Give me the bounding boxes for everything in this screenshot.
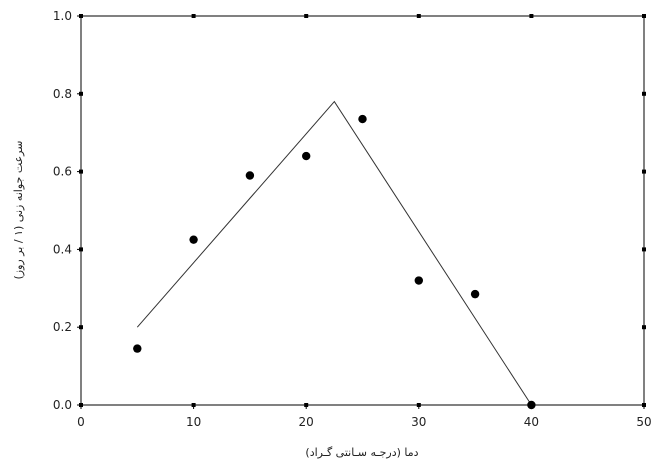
x-axis-title: دما (درجـه سـانتی گـراد) bbox=[305, 446, 418, 459]
y-tick-mark bbox=[79, 403, 83, 407]
y-tick-label: 0.8 bbox=[53, 87, 72, 101]
y-tick-mark bbox=[79, 14, 83, 18]
data-point bbox=[133, 344, 142, 353]
x-tick-mark bbox=[191, 403, 196, 407]
y-tick-mark bbox=[79, 91, 83, 96]
x-tick-mark bbox=[304, 403, 309, 407]
x-tick-label: 40 bbox=[524, 415, 539, 429]
fit-line bbox=[136, 100, 532, 406]
y-tick-label: 0.0 bbox=[53, 398, 72, 412]
x-tick-label: 20 bbox=[299, 415, 314, 429]
data-point bbox=[245, 171, 255, 180]
y-tick-mark-right bbox=[642, 14, 646, 18]
y-axis-title: سرعت جوانه زنی (۱ / بر روز) bbox=[12, 141, 25, 280]
data-point bbox=[414, 276, 423, 285]
y-tick-mark-right bbox=[642, 169, 646, 174]
y-tick-mark-right bbox=[642, 91, 646, 96]
y-tick-label: 0.2 bbox=[53, 320, 72, 334]
axis-ticks bbox=[77, 14, 646, 409]
y-tick-label: 0.6 bbox=[53, 165, 72, 179]
y-tick-mark bbox=[79, 325, 83, 330]
fit-line-group bbox=[136, 100, 532, 406]
x-tick-mark-top bbox=[191, 14, 196, 18]
x-tick-mark-top bbox=[529, 14, 534, 18]
x-tick-mark-top bbox=[304, 14, 309, 18]
y-tick-mark bbox=[79, 247, 83, 252]
plot-area bbox=[80, 15, 645, 406]
x-tick-mark-top bbox=[416, 14, 421, 18]
y-tick-mark-right bbox=[642, 325, 646, 330]
data-point bbox=[358, 114, 367, 124]
x-tick-label: 10 bbox=[186, 415, 201, 429]
y-tick-label: 1.0 bbox=[53, 9, 72, 23]
y-tick-label: 0.4 bbox=[53, 242, 72, 256]
y-tick-mark-right bbox=[642, 247, 646, 252]
x-tick-mark bbox=[416, 403, 421, 407]
y-tick-mark-right bbox=[642, 403, 646, 407]
data-point bbox=[470, 289, 480, 299]
data-point bbox=[527, 400, 536, 410]
data-points bbox=[133, 114, 536, 410]
x-tick-label: 30 bbox=[411, 415, 426, 429]
x-tick-label: 0 bbox=[77, 415, 85, 429]
x-tick-label: 50 bbox=[636, 415, 651, 429]
data-point bbox=[302, 151, 311, 161]
axis-tick-labels: 0 10 20 30 40 50 0.0 0.2 0.4 0.6 0.8 1.0 bbox=[53, 9, 651, 429]
y-tick-mark bbox=[79, 169, 83, 174]
data-point bbox=[189, 235, 198, 244]
